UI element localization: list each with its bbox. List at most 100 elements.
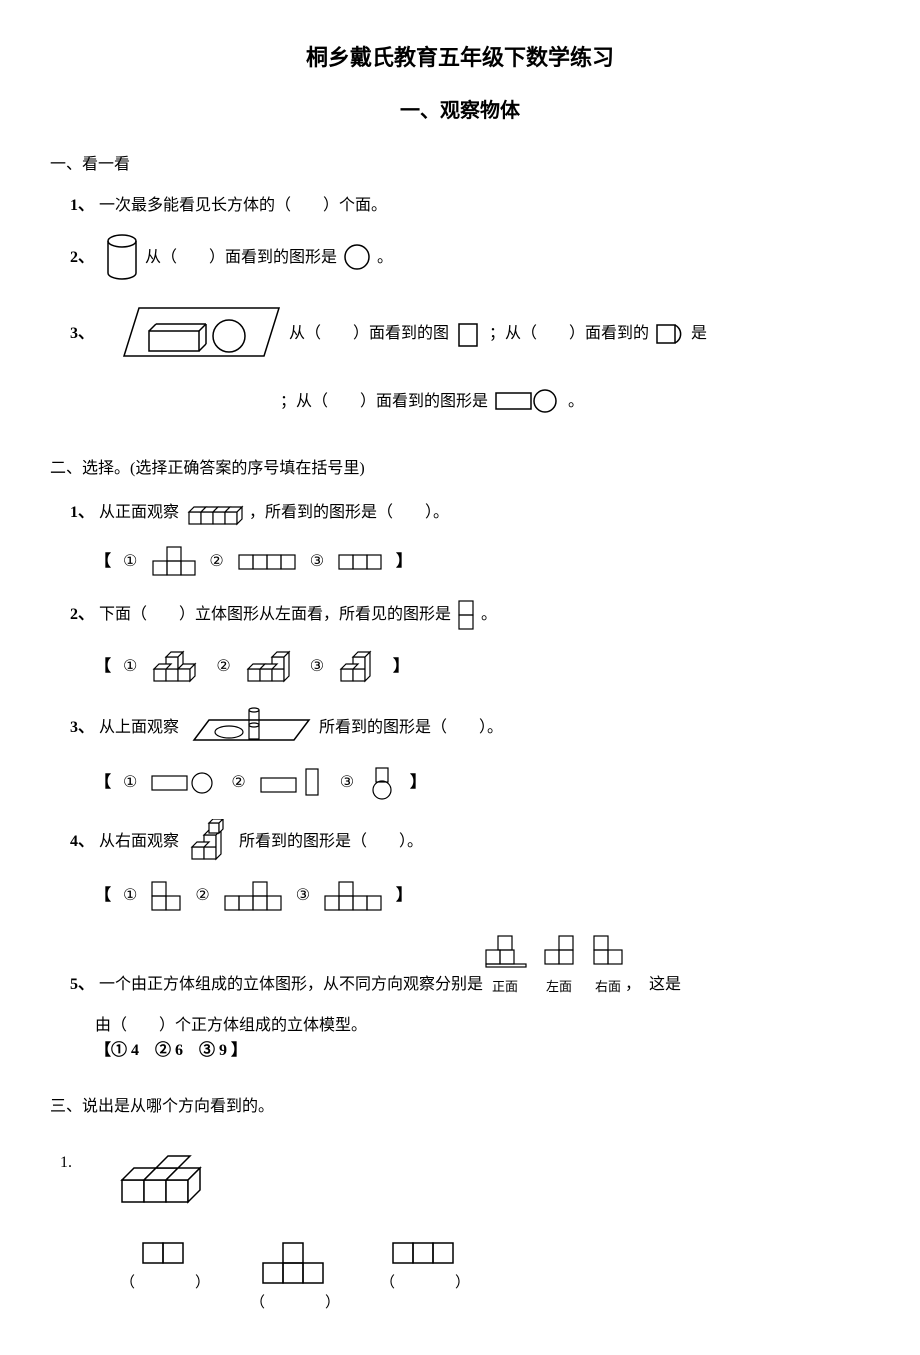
s2-q4: 4、 从右面观察 所看到的图形是（ ）。 (70, 819, 870, 864)
q4-opt3-icon (322, 879, 384, 913)
section1-header: 一、看一看 (50, 152, 870, 178)
s1-q3: 3、 从（ ）面看到的图 ；从（ ）面看到的 是 (70, 296, 870, 371)
bracket-close3: 】 (410, 770, 426, 796)
view-left-icon (542, 933, 576, 977)
parallelogram-scene-icon (104, 296, 284, 371)
bracket-open3: 【 (95, 770, 111, 796)
q2-opt1-icon (149, 647, 204, 687)
s1-q1: 1、 一次最多能看见长方体的（ ）个面。 (70, 193, 870, 219)
q3-opt1-icon (149, 769, 219, 797)
section3-header: 三、说出是从哪个方向看到的。 (50, 1094, 870, 1120)
s2-q3-choices: 【 ① ② ③ 】 (95, 765, 870, 801)
q4-opt1-icon (149, 879, 183, 913)
s3-ans1-paren: （ ） (120, 1271, 210, 1295)
s3-ans3-icon (390, 1240, 460, 1266)
s2-q5-line2: 由（ ）个正方体组成的立体模型。 (95, 1013, 870, 1039)
s2-q2-before: 下面（ ）立体图形从左面看，所看见的图形是 (99, 602, 451, 628)
bracket-open: 【 (95, 549, 111, 575)
s2-q5-line2-text: 由（ ）个正方体组成的立体模型。 (95, 1017, 367, 1034)
s2-q3: 3、 从上面观察 所看到的图形是（ ）。 (70, 705, 870, 750)
s1-q3-num: 3、 (70, 321, 94, 347)
s3-ans3: （ ） (380, 1240, 470, 1315)
s2-q5-num: 5、 (70, 972, 94, 998)
q2-choice3-label: ③ (310, 654, 324, 680)
s2-q1-after: ，所看到的图形是（ ）。 (249, 500, 449, 526)
bracket-open4: 【 (95, 883, 111, 909)
choice1-label: ① (123, 549, 137, 575)
q3-choice1-label: ① (123, 770, 137, 796)
s2-q4-before: 从右面观察 (99, 829, 179, 855)
s2-q1-before: 从正面观察 (99, 500, 179, 526)
s1-q2-text-before: 从（ ）面看到的图形是 (145, 245, 337, 271)
s2-q2: 2、 下面（ ）立体图形从左面看，所看见的图形是 。 (70, 598, 870, 632)
q4-scene-icon (184, 819, 234, 864)
q4-choice2-label: ② (195, 883, 209, 909)
q3-scene-icon (184, 705, 314, 750)
s1-q3-line2: ；从（ ）面看到的图形是 。 (280, 386, 870, 416)
s3-ans2-icon (260, 1240, 330, 1286)
q4-choice1-label: ① (123, 883, 137, 909)
s1-q3-text2: ；从（ ）面看到的 (489, 321, 649, 347)
q1-opt1-icon (149, 544, 197, 580)
bracket-open2: 【 (95, 654, 111, 680)
s1-q1-num: 1、 (70, 193, 94, 219)
s2-q5: 5、 一个由正方体组成的立体图形，从不同方向观察分别是 正面 左面 (70, 933, 870, 998)
choice2-label: ② (209, 549, 223, 575)
s3-q1: 1. (60, 1150, 870, 1210)
s3-ans3-paren: （ ） (380, 1271, 470, 1295)
s1-q3-text5: 。 (568, 389, 584, 415)
section2-header: 二、选择。(选择正确答案的序号填在括号里) (50, 456, 870, 482)
s2-q3-before: 从上面观察 (99, 715, 179, 741)
s3-answers: （ ） （ ） （ ） (120, 1240, 870, 1315)
s1-q3-text4: ；从（ ）面看到的图形是 (280, 389, 488, 415)
bracket-close4: 】 (396, 883, 412, 909)
cubes-3d-q1-icon (184, 497, 244, 529)
q1-opt3-icon (336, 552, 384, 572)
s2-q5-options: 【① 4 ② 6 ③ 9 】 (95, 1038, 870, 1064)
q2-choice1-label: ① (123, 654, 137, 680)
q3-choice2-label: ② (231, 770, 245, 796)
main-title: 桐乡戴氏教育五年级下数学练习 (50, 40, 870, 75)
s3-q1-shape-icon (112, 1150, 232, 1210)
q4-choice3-label: ③ (296, 883, 310, 909)
view-right: 右面 (591, 933, 625, 998)
s2-q1: 1、 从正面观察 ，所看到的图形是（ ）。 (70, 497, 870, 529)
q3-choice3-label: ③ (340, 770, 354, 796)
s2-q1-num: 1、 (70, 500, 94, 526)
view-front: 正面 (483, 933, 527, 998)
s1-q3-text1: 从（ ）面看到的图 (289, 321, 449, 347)
s2-q1-choices: 【 ① ② ③ 】 (95, 544, 870, 580)
sub-title: 一、观察物体 (50, 95, 870, 127)
s1-q3-text3: 是 (691, 321, 707, 347)
s2-q2-choices: 【 ① ② ③ 】 (95, 647, 870, 687)
s1-q2-num: 2、 (70, 245, 94, 271)
view-front-label: 正面 (492, 977, 518, 998)
s2-q2-num: 2、 (70, 602, 94, 628)
s3-q1-num: 1. (60, 1150, 72, 1176)
view-left: 左面 (542, 933, 576, 998)
s2-q4-choices: 【 ① ② ③ 】 (95, 879, 870, 913)
rect-small-icon (454, 319, 484, 349)
s1-q1-text: 一次最多能看见长方体的（ ）个面。 (99, 193, 387, 219)
rect-circle-icon (493, 386, 563, 416)
view-right-icon (591, 933, 625, 977)
cylinder-icon (104, 233, 140, 281)
s3-ans1: （ ） (120, 1240, 210, 1315)
s2-q4-after: 所看到的图形是（ ）。 (239, 829, 423, 855)
bracket-close: 】 (396, 549, 412, 575)
s2-q5-before: 一个由正方体组成的立体图形，从不同方向观察分别是 (99, 972, 483, 998)
s2-q2-after: 。 (481, 602, 497, 628)
q2-choice2-label: ② (216, 654, 230, 680)
q5-views: 正面 左面 右面 (483, 933, 625, 998)
s3-ans1-icon (140, 1240, 190, 1266)
choice3-label: ③ (310, 549, 324, 575)
s2-q5-after: ， 这是 (625, 972, 681, 998)
q2-opt3-icon (336, 647, 381, 687)
s2-q3-after: 所看到的图形是（ ）。 (319, 715, 503, 741)
rect-arc-icon (654, 320, 686, 348)
q2-opt2-icon (243, 647, 298, 687)
s2-q3-num: 3、 (70, 715, 94, 741)
s2-q4-num: 4、 (70, 829, 94, 855)
s3-ans2-paren: （ ） (250, 1291, 340, 1315)
q2-target-icon (456, 598, 476, 632)
